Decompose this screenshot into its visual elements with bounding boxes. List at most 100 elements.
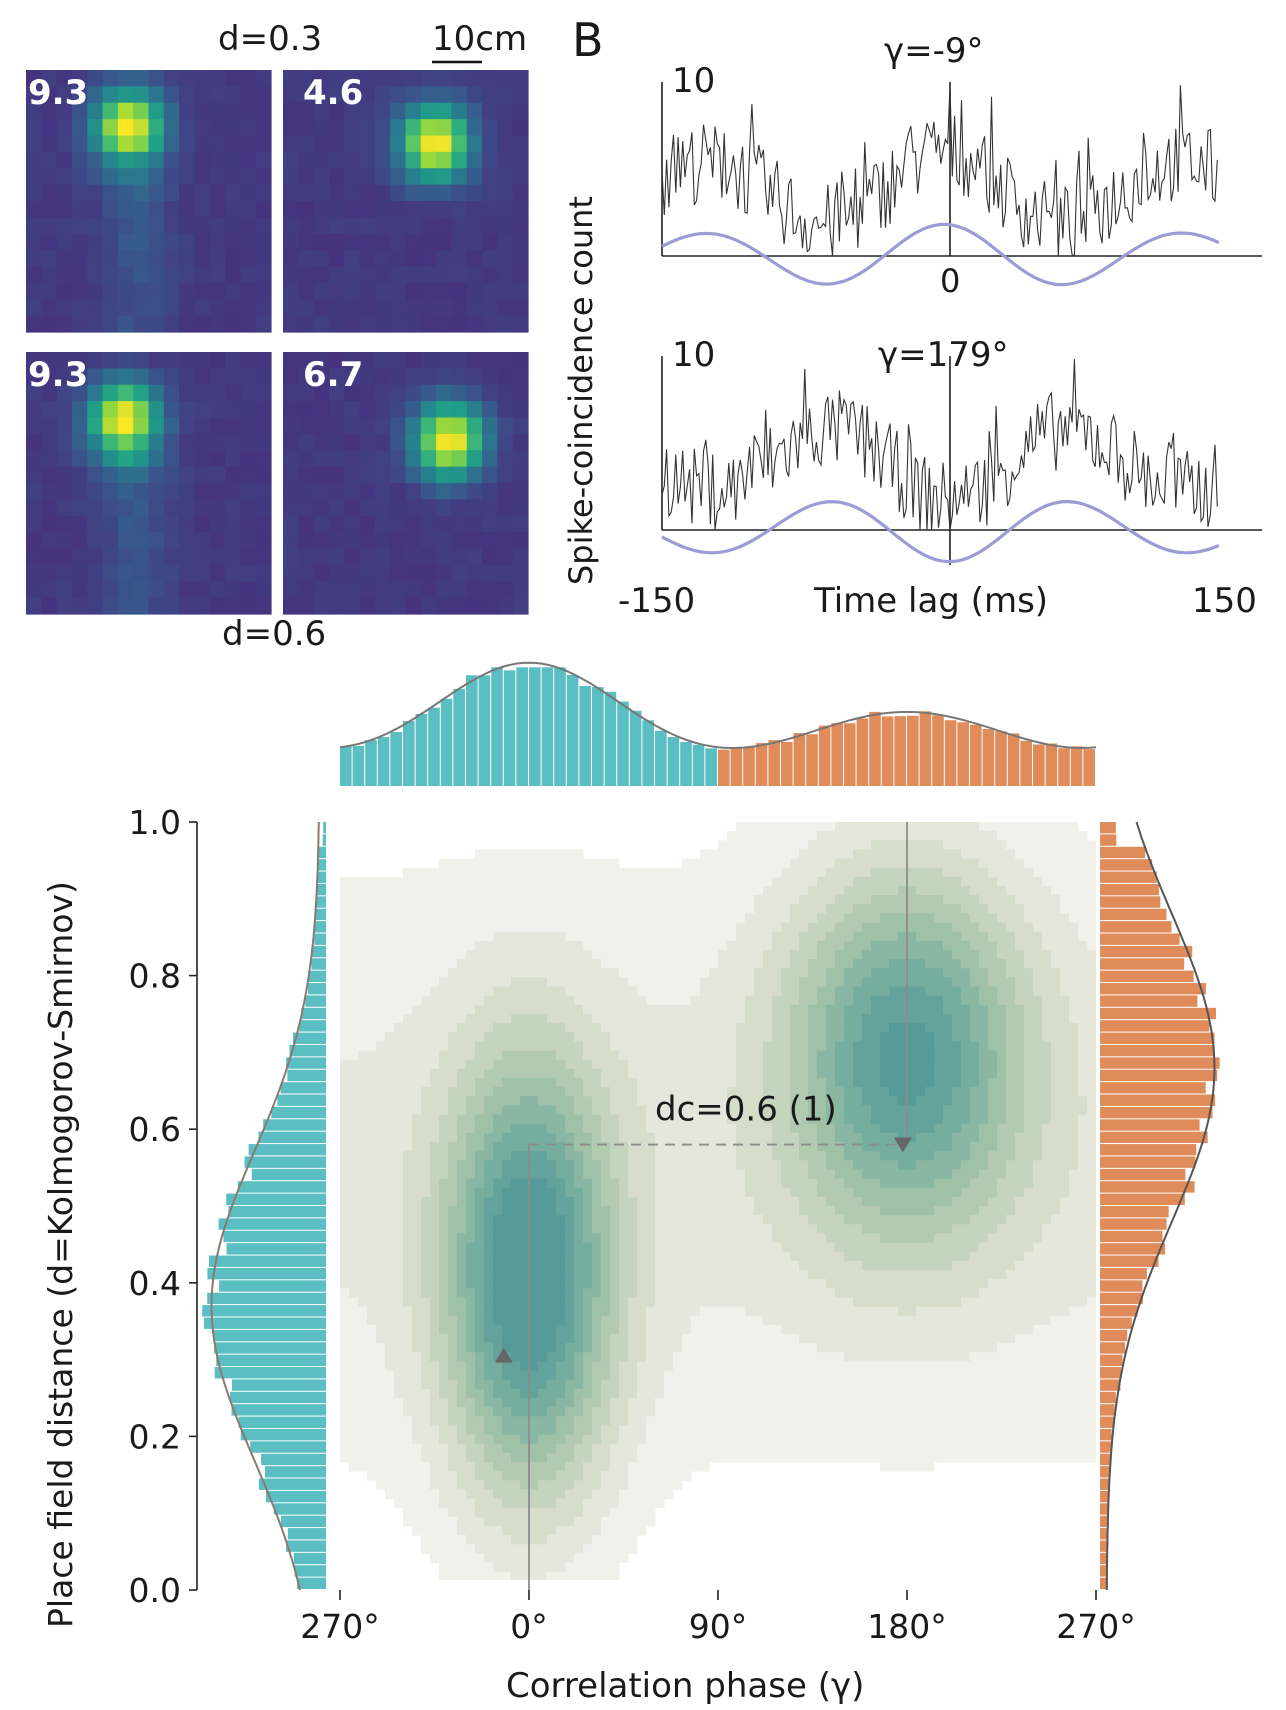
contour-cell bbox=[529, 1206, 539, 1216]
map-bin bbox=[194, 483, 211, 500]
map-bin bbox=[87, 417, 104, 435]
contour-cell bbox=[394, 1270, 404, 1280]
contour-cell bbox=[385, 1471, 395, 1481]
contour-cell bbox=[466, 1260, 476, 1271]
map-bin bbox=[209, 401, 226, 419]
map-bin bbox=[225, 368, 241, 386]
contour-cell bbox=[412, 904, 422, 914]
contour-cell bbox=[565, 1187, 575, 1198]
contour-cell bbox=[736, 1187, 746, 1198]
map-bin bbox=[451, 201, 468, 218]
map-bin bbox=[102, 581, 119, 599]
map-bin bbox=[451, 581, 468, 599]
contour-cell bbox=[691, 1343, 701, 1353]
contour-cell bbox=[583, 1443, 593, 1454]
contour-cell bbox=[772, 1196, 782, 1207]
contour-cell bbox=[565, 1407, 575, 1417]
contour-cell bbox=[619, 1224, 629, 1234]
contour-cell bbox=[754, 1407, 764, 1417]
contour-cell bbox=[412, 1206, 422, 1216]
histogram-bar bbox=[226, 1193, 326, 1205]
map-peak-rate: 9.3 bbox=[28, 355, 88, 395]
contour-cell bbox=[583, 886, 593, 896]
contour-cell bbox=[664, 1489, 674, 1500]
map-bin bbox=[163, 515, 180, 533]
contour-cell bbox=[610, 1434, 620, 1445]
contour-cell bbox=[736, 1196, 746, 1207]
contour-cell bbox=[655, 1078, 665, 1088]
contour-cell bbox=[439, 1516, 449, 1527]
contour-cell bbox=[529, 968, 539, 978]
map-bin bbox=[255, 384, 272, 402]
map-bin bbox=[344, 201, 361, 218]
contour-cell bbox=[520, 1068, 530, 1079]
contour-cell bbox=[466, 1526, 476, 1536]
contour-cell bbox=[538, 1041, 548, 1052]
contour-cell bbox=[772, 904, 782, 914]
contour-cell bbox=[718, 1132, 728, 1143]
contour-cell bbox=[520, 1535, 530, 1545]
contour-cell bbox=[592, 1160, 602, 1170]
contour-cell bbox=[349, 1434, 359, 1445]
contour-cell bbox=[349, 1206, 359, 1216]
histogram-bar bbox=[315, 896, 326, 908]
contour-cell bbox=[673, 1425, 683, 1436]
contour-cell bbox=[376, 1087, 386, 1097]
map-bin bbox=[390, 184, 407, 202]
contour-cell bbox=[439, 1571, 449, 1580]
map-bin bbox=[298, 581, 315, 599]
contour-cell bbox=[610, 858, 620, 869]
contour-cell bbox=[430, 1114, 440, 1125]
map-bin bbox=[298, 466, 315, 484]
contour-cell bbox=[556, 986, 566, 997]
contour-cell bbox=[430, 1279, 440, 1289]
map-bin bbox=[163, 417, 180, 435]
contour-cell bbox=[358, 913, 368, 924]
histogram-bar bbox=[1045, 743, 1058, 786]
map-bin bbox=[71, 135, 88, 153]
contour-cell bbox=[520, 1224, 530, 1234]
contour-cell bbox=[574, 950, 584, 960]
contour-cell bbox=[646, 1270, 656, 1280]
map-bin bbox=[344, 217, 361, 235]
contour-cell bbox=[619, 1471, 629, 1481]
contour-cell bbox=[772, 1023, 782, 1033]
contour-cell bbox=[583, 1398, 593, 1408]
contour-cell bbox=[502, 1535, 512, 1545]
contour-cell bbox=[565, 1105, 575, 1116]
contour-cell bbox=[376, 1023, 386, 1033]
contour-cell bbox=[772, 1334, 782, 1344]
contour-cell bbox=[520, 1169, 530, 1180]
contour-cell bbox=[529, 1032, 539, 1042]
contour-cell bbox=[583, 968, 593, 978]
map-bin bbox=[209, 450, 226, 468]
map-bin bbox=[71, 201, 88, 218]
contour-cell bbox=[790, 1050, 800, 1061]
contour-cell bbox=[502, 1187, 512, 1198]
map-bin bbox=[179, 70, 196, 87]
contour-cell bbox=[790, 1142, 800, 1152]
contour-cell bbox=[727, 1379, 737, 1390]
map-bin bbox=[451, 151, 468, 169]
contour-cell bbox=[646, 1233, 656, 1244]
contour-cell bbox=[646, 1160, 656, 1170]
contour-cell bbox=[511, 1087, 521, 1097]
contour-cell bbox=[673, 1169, 683, 1180]
time-lag-min-label: -150 bbox=[618, 581, 695, 621]
contour-cell bbox=[691, 1206, 701, 1216]
contour-cell bbox=[511, 1562, 521, 1573]
contour-cell bbox=[745, 1215, 755, 1225]
histogram-bar bbox=[258, 1478, 326, 1490]
contour-cell bbox=[502, 1379, 512, 1390]
contour-cell bbox=[430, 1324, 440, 1335]
contour-cell bbox=[628, 1324, 638, 1335]
contour-cell bbox=[655, 1233, 665, 1244]
contour-cell bbox=[511, 986, 521, 997]
map-bin bbox=[313, 466, 330, 484]
map-bin bbox=[497, 119, 514, 137]
contour-cell bbox=[493, 1160, 503, 1170]
contour-cell bbox=[628, 1178, 638, 1189]
contour-cell bbox=[583, 1452, 593, 1463]
map-bin bbox=[283, 217, 299, 235]
map-bin bbox=[148, 548, 165, 566]
